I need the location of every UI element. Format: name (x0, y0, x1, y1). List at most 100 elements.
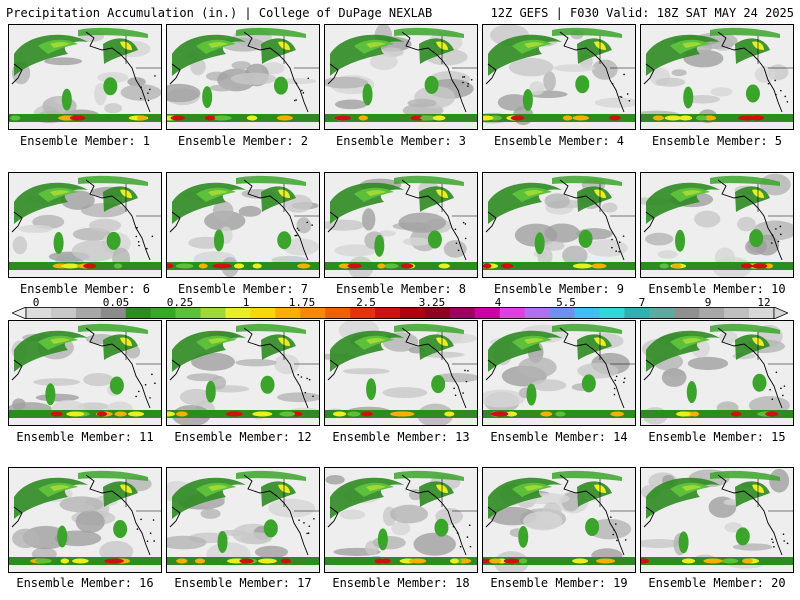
political-border (441, 184, 478, 217)
colorbar-segment (499, 307, 525, 319)
island (618, 250, 620, 253)
island (136, 226, 138, 229)
island (767, 82, 770, 85)
island (293, 99, 296, 102)
precip-cell-subtropical (362, 83, 373, 106)
light-precip-area (529, 81, 545, 96)
island (774, 79, 776, 82)
light-precip-area (254, 545, 288, 559)
light-precip-area (80, 203, 127, 218)
colorbar-segment (175, 307, 201, 319)
precip-cell-subtropical (678, 531, 689, 554)
precip-cell-continental (752, 373, 767, 392)
political-border (599, 36, 636, 69)
island (296, 227, 299, 230)
political-border (441, 36, 478, 69)
island (462, 392, 464, 394)
coastline (717, 327, 783, 409)
coastline (401, 31, 467, 113)
panel-frame (324, 320, 478, 426)
light-precip-area (684, 95, 720, 104)
island (771, 234, 774, 236)
light-precip-area (235, 358, 278, 367)
island (620, 96, 623, 98)
ensemble-member-map (8, 320, 162, 426)
light-precip-area (12, 398, 26, 411)
island (459, 545, 462, 548)
colorbar-segment (300, 307, 326, 319)
island (139, 97, 142, 100)
coastline-asia (485, 211, 497, 233)
coastline (243, 31, 309, 113)
panel-frame (324, 172, 478, 278)
precip-band-arctic (710, 175, 780, 186)
island (306, 221, 309, 224)
ensemble-member-label: Ensemble Member: 13 (332, 430, 470, 444)
precip-map (482, 24, 636, 130)
precip-map (324, 24, 478, 130)
colorbar-tick-label: 4 (494, 296, 502, 309)
coastline (85, 327, 151, 409)
colorbar-max-arrow (773, 307, 788, 319)
island (775, 228, 777, 230)
precip-cell-continental (745, 84, 760, 103)
island (469, 545, 472, 548)
panel-frame (324, 467, 478, 573)
precip-cell-continental (578, 229, 593, 248)
political-border (599, 479, 636, 512)
coastline (401, 474, 467, 556)
island (624, 539, 627, 541)
light-precip-area (191, 352, 236, 371)
island (462, 221, 465, 224)
precip-cell-continental (113, 520, 128, 539)
ensemble-member-map (324, 320, 478, 426)
light-precip-area (324, 76, 369, 89)
ensemble-member-map (166, 320, 320, 426)
light-precip-area (594, 97, 636, 108)
island (777, 240, 780, 243)
island (611, 246, 613, 249)
light-precip-area (543, 71, 556, 92)
colorbar-segment (549, 307, 575, 319)
ensemble-member-label: Ensemble Member: 6 (19, 282, 151, 296)
panel-frame (482, 467, 636, 573)
light-precip-area (127, 77, 146, 87)
precip-band-arctic (394, 470, 464, 481)
light-precip-area (391, 521, 411, 536)
ensemble-member-label: Ensemble Member: 20 (648, 576, 786, 590)
light-precip-area (335, 99, 367, 110)
colorbar-segment (424, 307, 451, 319)
light-precip-area (268, 498, 316, 518)
light-precip-area (732, 543, 773, 551)
island (467, 85, 469, 87)
island (298, 519, 300, 521)
coastline (559, 474, 625, 556)
ensemble-member-label: Ensemble Member: 2 (177, 134, 309, 148)
precip-cell-subtropical (57, 525, 68, 548)
island (786, 542, 789, 545)
coastline (717, 179, 783, 261)
island (613, 529, 615, 531)
light-precip-area (44, 57, 83, 66)
precip-cell-subtropical (202, 86, 213, 109)
light-precip-area (408, 488, 422, 501)
colorbar-segment (474, 307, 501, 319)
island (615, 250, 617, 252)
island (466, 536, 469, 538)
precip-band-arctic (552, 27, 622, 38)
ensemble-member-map (8, 24, 162, 130)
light-precip-area (104, 103, 123, 114)
island (294, 234, 297, 237)
island (468, 524, 471, 527)
light-precip-area (591, 59, 618, 80)
colorbar-tick-label: 9 (704, 296, 712, 309)
map-title: Precipitation Accumulation (in.) | Colle… (6, 6, 433, 20)
light-precip-area (443, 240, 467, 258)
light-precip-area (230, 72, 277, 85)
precip-band-itcz (482, 114, 636, 122)
light-precip-area (661, 368, 687, 387)
precip-cell-continental (109, 376, 124, 395)
precip-cell-continental (431, 375, 446, 394)
island (465, 380, 468, 383)
coastline (559, 31, 625, 113)
